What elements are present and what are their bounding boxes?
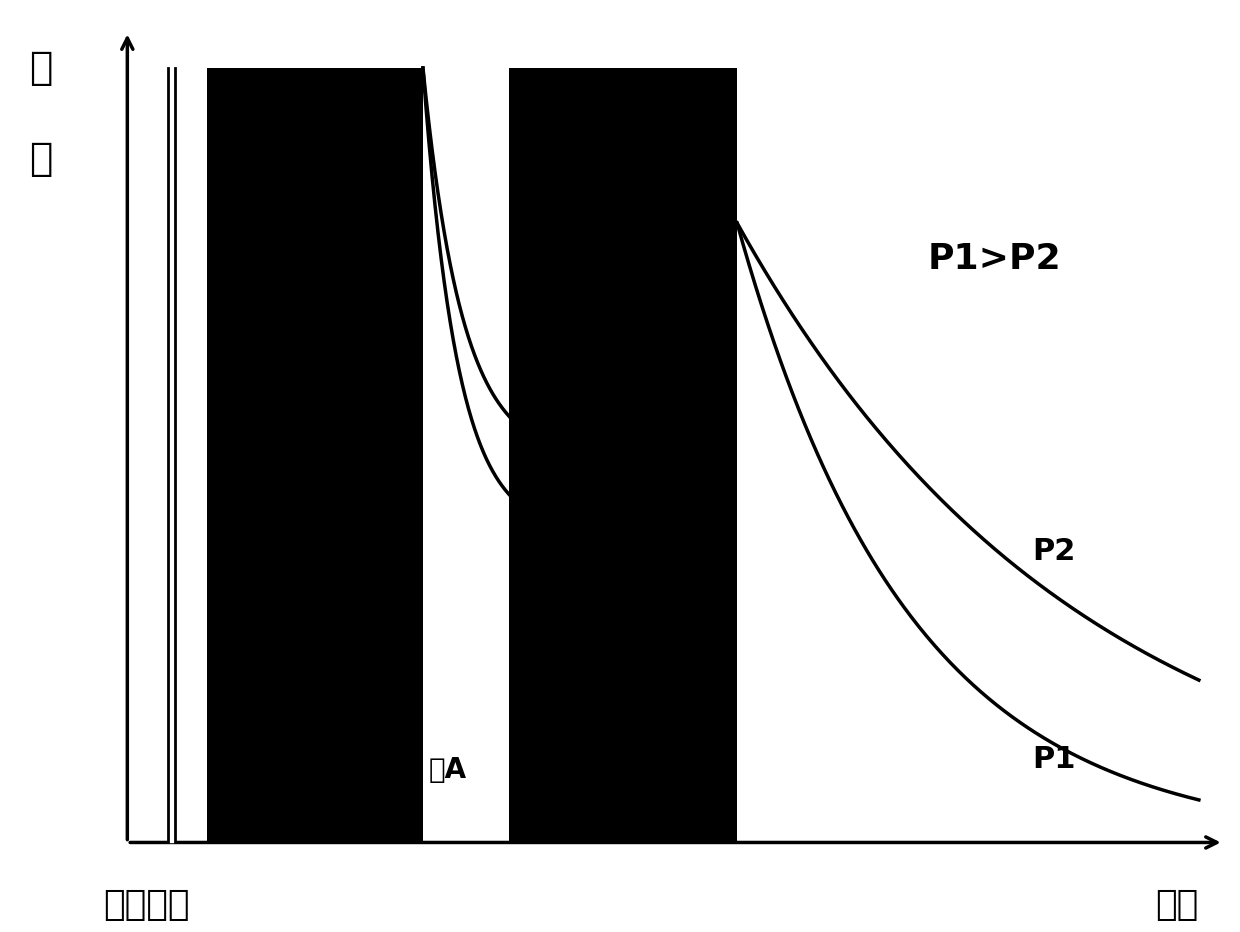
- Text: P2: P2: [1033, 537, 1076, 567]
- Text: 光A: 光A: [429, 756, 467, 784]
- Text: P1>P2: P1>P2: [928, 242, 1061, 276]
- Text: P1: P1: [1033, 745, 1076, 774]
- Text: 强: 强: [30, 140, 53, 178]
- Bar: [207, 68, 423, 843]
- Bar: [510, 68, 737, 843]
- Text: 时间: 时间: [1156, 888, 1199, 922]
- Text: 激光脉冲: 激光脉冲: [103, 888, 190, 922]
- Text: 光: 光: [30, 49, 53, 87]
